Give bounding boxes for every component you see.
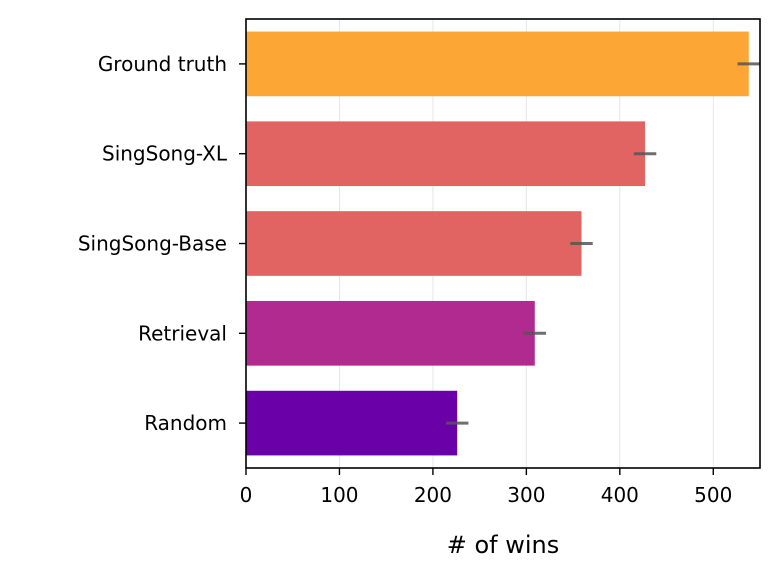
y-tick-label: SingSong-XL bbox=[102, 142, 228, 166]
y-tick-label: Retrieval bbox=[138, 321, 227, 345]
x-tick-label: 400 bbox=[601, 483, 639, 507]
y-tick-label: Random bbox=[144, 411, 227, 435]
y-tick-label: SingSong-Base bbox=[78, 232, 227, 256]
bars bbox=[246, 31, 749, 456]
bar bbox=[246, 121, 646, 187]
x-tick-label: 200 bbox=[414, 483, 452, 507]
x-tick-label: 300 bbox=[507, 483, 545, 507]
error-bars bbox=[445, 62, 760, 425]
y-tick-label: Ground truth bbox=[98, 52, 227, 76]
x-axis-ticks: 0 100 200 300 400 500 bbox=[240, 468, 732, 507]
bar bbox=[246, 211, 582, 276]
x-tick-label: 100 bbox=[320, 483, 358, 507]
bar bbox=[246, 390, 458, 456]
y-axis-ticks: Ground truth SingSong-XL SingSong-Base Retr… bbox=[78, 52, 246, 435]
bar bbox=[246, 300, 535, 366]
x-tick-label: 500 bbox=[694, 483, 732, 507]
bar bbox=[246, 31, 749, 97]
x-axis-title: # of wins bbox=[447, 531, 560, 559]
x-tick-label: 0 bbox=[240, 483, 253, 507]
